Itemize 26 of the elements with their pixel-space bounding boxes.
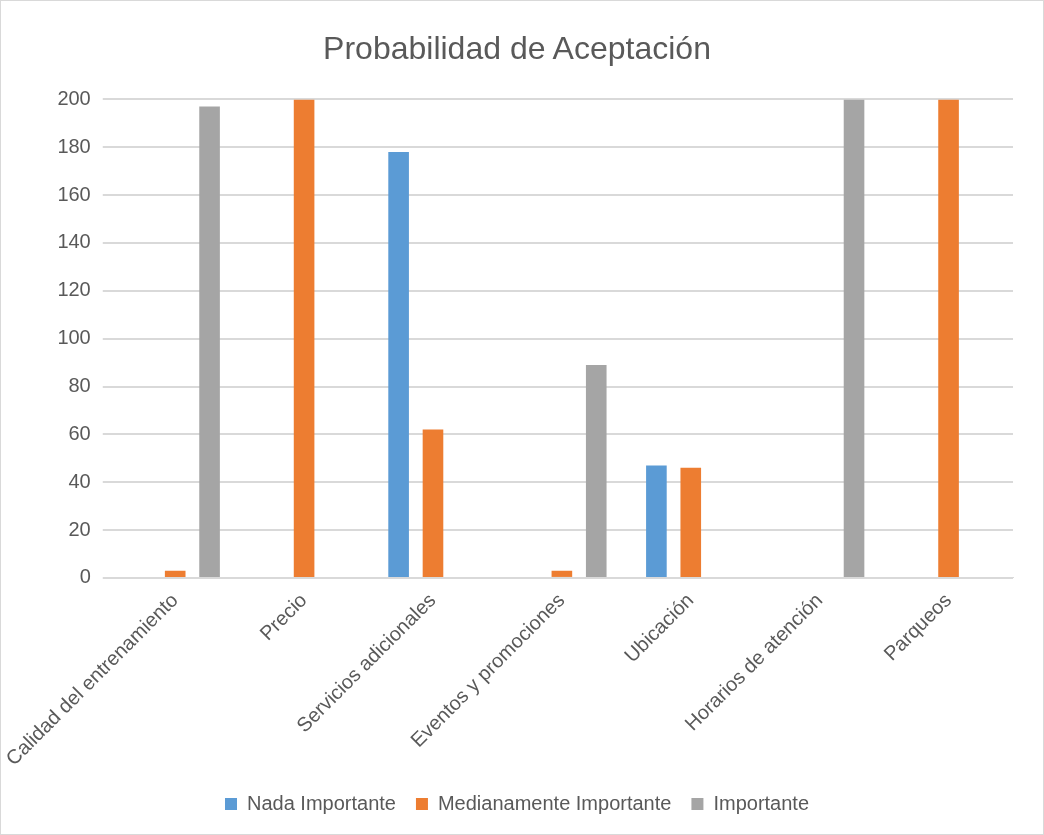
bar: [422, 429, 444, 577]
bar: [680, 467, 702, 577]
chart-title: Probabilidad de Aceptación: [323, 30, 711, 67]
y-tick-label: 180: [57, 134, 91, 157]
y-tick-label: 120: [57, 278, 91, 301]
y-tick-label: 100: [57, 326, 91, 349]
bar: [199, 106, 220, 577]
y-tick-label: 80: [68, 374, 91, 397]
bar: [585, 364, 607, 577]
bar: [164, 570, 186, 577]
bar: [938, 99, 959, 577]
bar: [293, 99, 315, 577]
y-tick-label: 140: [57, 230, 91, 253]
y-tick-label: 200: [57, 86, 91, 109]
bar: [551, 570, 573, 577]
bar: [843, 99, 865, 577]
legend-label: Medianamente Importante: [437, 791, 672, 814]
y-tick-label: 40: [68, 469, 91, 492]
bar: [646, 465, 667, 577]
bar: [388, 152, 409, 577]
y-tick-label: 160: [57, 182, 91, 205]
legend-label: Nada Importante: [246, 791, 396, 814]
legend-label: Importante: [713, 791, 810, 814]
y-tick-label: 0: [79, 565, 91, 588]
y-tick-label: 20: [68, 517, 91, 540]
y-tick-label: 60: [68, 421, 91, 444]
